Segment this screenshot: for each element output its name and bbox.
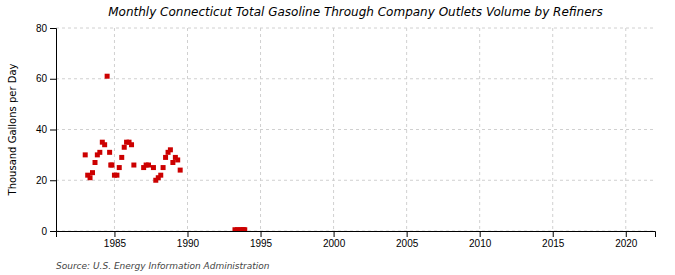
- tick-mark: [553, 231, 554, 237]
- point: [93, 160, 98, 165]
- point: [151, 165, 156, 170]
- points: [83, 74, 248, 231]
- point: [146, 163, 151, 168]
- point: [131, 163, 136, 168]
- tick: 80: [36, 23, 56, 34]
- point: [242, 227, 247, 231]
- grid-line: [56, 129, 655, 130]
- tick: 1985: [104, 231, 127, 249]
- tick-mark: [407, 231, 408, 237]
- tick-mark: [187, 231, 188, 237]
- grid-line: [479, 28, 480, 231]
- tick-label: 2005: [396, 238, 419, 249]
- tick-mark: [480, 231, 481, 237]
- tick-label: 2020: [615, 238, 638, 249]
- point: [178, 168, 183, 173]
- point: [109, 163, 114, 168]
- tick: 1990: [177, 231, 200, 249]
- tick-label: 1990: [177, 238, 200, 249]
- tick-mark: [626, 231, 627, 237]
- tick-mark: [50, 180, 56, 181]
- point: [83, 152, 88, 157]
- tick-mark: [334, 231, 335, 237]
- grid-line: [56, 28, 655, 29]
- tick: 0: [41, 226, 56, 237]
- point: [158, 173, 163, 178]
- y-axis: 0 20 40 60 80: [36, 23, 57, 237]
- tick: 60: [36, 73, 56, 84]
- tick: 20: [36, 175, 56, 186]
- chart: 1985 1990 1995 2000 2005 2010 2015 2020 0 20 40 60 8…: [0, 0, 675, 275]
- tick-mark: [114, 231, 115, 237]
- point: [119, 155, 124, 160]
- tick-label: 2015: [542, 238, 565, 249]
- point: [114, 173, 119, 178]
- point: [105, 74, 110, 79]
- tick-label: 1995: [250, 238, 273, 249]
- grid: [56, 28, 655, 231]
- tick-mark: [261, 231, 262, 237]
- tick-label: 80: [36, 23, 48, 34]
- tick-mark: [50, 231, 56, 232]
- point: [107, 150, 112, 155]
- point: [170, 160, 175, 165]
- tick-mark: [50, 28, 56, 29]
- tick: 2015: [542, 231, 565, 249]
- tick-label: 2000: [323, 238, 346, 249]
- tick: 2010: [469, 231, 492, 249]
- tick: 1995: [250, 231, 273, 249]
- tick: 2005: [396, 231, 419, 249]
- point: [88, 175, 93, 180]
- point: [175, 157, 180, 162]
- point: [90, 170, 95, 175]
- plot: 1985 1990 1995 2000 2005 2010 2015 2020 0 20 40 60 8…: [36, 23, 656, 249]
- point: [129, 142, 134, 147]
- point: [97, 150, 102, 155]
- title: Monthly Connecticut Total Gasoline Throu…: [108, 5, 603, 19]
- tick-mark: [50, 79, 56, 80]
- tick-label: 60: [36, 73, 48, 84]
- axis-line: [57, 232, 656, 238]
- tick-mark: [50, 130, 56, 131]
- tick-label: 1985: [104, 238, 127, 249]
- grid-line: [56, 78, 655, 79]
- tick-label: 20: [36, 175, 48, 186]
- tick-label: 40: [36, 124, 48, 135]
- point: [163, 155, 168, 160]
- axis-line: [50, 29, 57, 232]
- tick: 2000: [323, 231, 346, 249]
- tick: 2020: [615, 231, 638, 249]
- x-axis: 1985 1990 1995 2000 2005 2010 2015 2020: [57, 231, 656, 249]
- point: [168, 147, 173, 152]
- tick-label: 0: [41, 226, 47, 237]
- annotation: Source: U.S. Energy Information Administ…: [56, 261, 270, 271]
- tick: 40: [36, 124, 56, 135]
- grid-line: [552, 28, 553, 231]
- tick-label: 2010: [469, 238, 492, 249]
- grid-line: [114, 28, 115, 231]
- y-axis-title: Thousand Gallons per Day: [7, 63, 18, 196]
- point: [102, 142, 107, 147]
- point: [117, 165, 122, 170]
- point: [161, 165, 166, 170]
- grid-line: [56, 180, 655, 181]
- point: [122, 145, 127, 150]
- grid-line: [187, 28, 188, 231]
